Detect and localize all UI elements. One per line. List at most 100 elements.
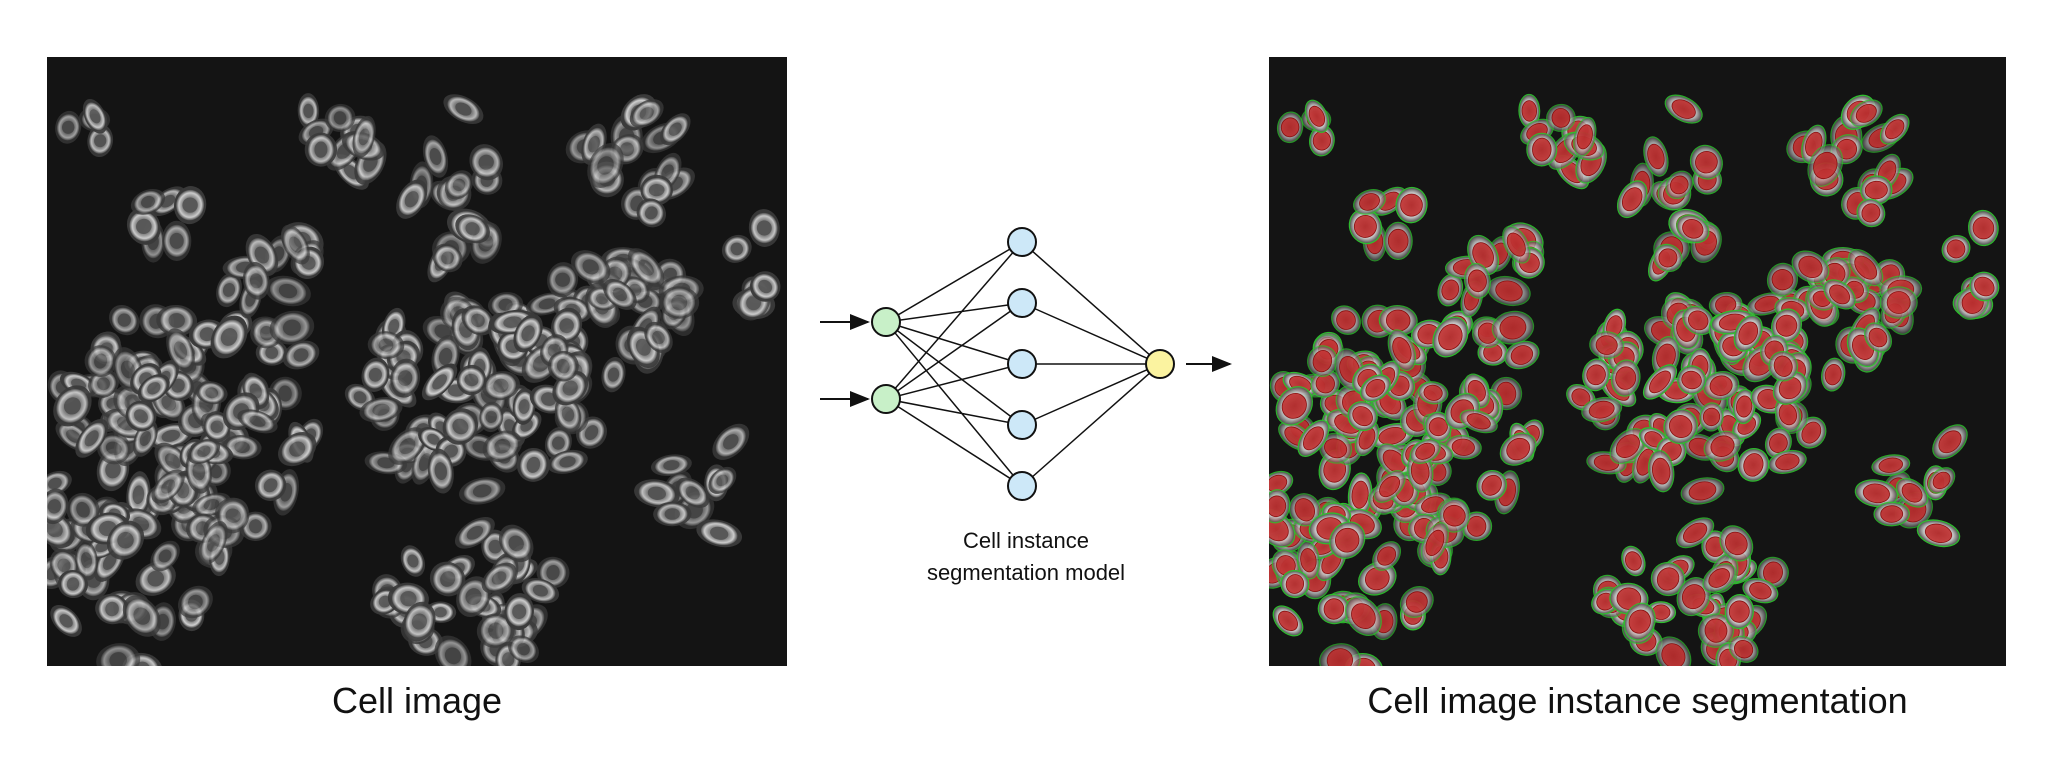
segmented-cell xyxy=(1655,636,1692,666)
segmented-cell xyxy=(1941,235,1971,263)
cell xyxy=(476,613,515,648)
segmented-cell xyxy=(1766,262,1799,297)
segmented-cell xyxy=(1417,381,1449,405)
nucleus-mask xyxy=(1532,137,1552,162)
segmented-cell xyxy=(1609,427,1647,465)
segmented-cell xyxy=(1424,411,1452,442)
segmented-cell xyxy=(1719,525,1754,562)
segmentation-image xyxy=(1269,57,2006,666)
segmented-cell xyxy=(1275,386,1314,426)
segmented-cell xyxy=(1623,602,1656,641)
cell xyxy=(95,593,130,625)
segmented-cell xyxy=(1296,540,1321,580)
cell xyxy=(130,188,166,215)
nucleus-mask xyxy=(1813,151,1838,180)
segmented-cell xyxy=(1304,99,1330,133)
cell xyxy=(47,510,75,549)
nucleus-mask xyxy=(1280,117,1300,138)
connection-line xyxy=(885,321,1023,487)
nucleus-mask xyxy=(1472,242,1494,268)
nucleus-mask xyxy=(1428,417,1448,437)
nucleus-mask xyxy=(1400,193,1423,217)
cell xyxy=(82,98,108,134)
nucleus-mask xyxy=(1862,483,1890,504)
segmented-cell xyxy=(1823,279,1856,310)
cell xyxy=(381,307,406,345)
segmented-cell xyxy=(1353,188,1386,215)
segmented-cell xyxy=(1504,340,1540,370)
nucleus-mask xyxy=(1303,426,1324,451)
nucleus-mask xyxy=(1829,284,1851,305)
cell xyxy=(292,246,325,280)
segmented-cell xyxy=(1395,186,1428,224)
segmented-cell xyxy=(1444,434,1482,460)
cell xyxy=(199,521,228,565)
segmented-cell xyxy=(1689,144,1723,180)
cell xyxy=(147,422,194,449)
segmented-cell xyxy=(1518,93,1541,128)
nucleus-mask xyxy=(1466,515,1487,537)
cell xyxy=(748,209,780,247)
nucleus-mask xyxy=(1326,648,1353,666)
nucleus-mask xyxy=(1405,591,1428,613)
segmented-cell xyxy=(1432,316,1469,358)
segmented-cell xyxy=(1642,364,1678,400)
segmented-cell xyxy=(1409,438,1441,465)
nucleus-mask xyxy=(1854,255,1878,280)
cell xyxy=(469,144,503,181)
nucleus-mask xyxy=(1324,438,1348,459)
segmented-cell xyxy=(1724,593,1754,630)
segmented-cell xyxy=(1280,569,1310,599)
segmented-cell xyxy=(1895,477,1929,508)
segmented-cell xyxy=(1927,467,1956,494)
nucleus-mask xyxy=(1499,315,1527,340)
input-node xyxy=(871,307,901,337)
cell xyxy=(53,385,92,427)
cell xyxy=(254,469,287,501)
cell xyxy=(721,234,752,263)
nucleus-mask xyxy=(1771,269,1794,291)
segmented-cell xyxy=(1581,396,1623,423)
nucleus-mask xyxy=(1687,310,1709,331)
nucleus-mask xyxy=(1773,355,1793,377)
connection-line xyxy=(1021,302,1161,365)
nucleus-mask xyxy=(1365,379,1386,398)
segmented-cell xyxy=(1347,401,1378,432)
cell xyxy=(554,395,582,433)
cell xyxy=(636,198,667,228)
cell xyxy=(459,477,506,505)
segmented-cell xyxy=(1269,510,1296,548)
segmented-cell xyxy=(1856,198,1886,228)
nucleus-mask xyxy=(1269,516,1289,542)
nucleus-mask xyxy=(1423,384,1443,401)
cell xyxy=(482,430,523,462)
connection-line xyxy=(885,398,1023,487)
nucleus-mask xyxy=(1972,216,1995,240)
segmented-cell xyxy=(1331,305,1361,335)
cell xyxy=(421,363,458,401)
segmented-cell xyxy=(1643,136,1669,177)
connection-line xyxy=(885,302,1023,400)
cell xyxy=(55,110,82,144)
nucleus-mask xyxy=(1683,522,1708,543)
segmented-cell xyxy=(1969,271,2000,302)
nucleus-mask xyxy=(1974,276,1995,297)
nucleus-mask xyxy=(1466,413,1491,430)
hidden-node xyxy=(1007,227,1037,257)
cell xyxy=(516,447,550,482)
segmented-cell xyxy=(1589,331,1625,360)
cell xyxy=(126,207,161,245)
nucleus-mask xyxy=(1312,350,1333,373)
nucleus-mask xyxy=(1300,548,1317,573)
cell-image xyxy=(47,57,787,666)
segmented-cell xyxy=(1308,124,1335,157)
segmented-cell xyxy=(1702,371,1740,401)
cell xyxy=(454,516,495,549)
nucleus-mask xyxy=(1649,370,1671,394)
cell xyxy=(601,356,626,393)
cell xyxy=(166,328,195,373)
nucleus-mask xyxy=(1285,574,1305,594)
input-node xyxy=(871,384,901,414)
segmented-cell xyxy=(1297,419,1330,457)
cell xyxy=(498,524,534,563)
